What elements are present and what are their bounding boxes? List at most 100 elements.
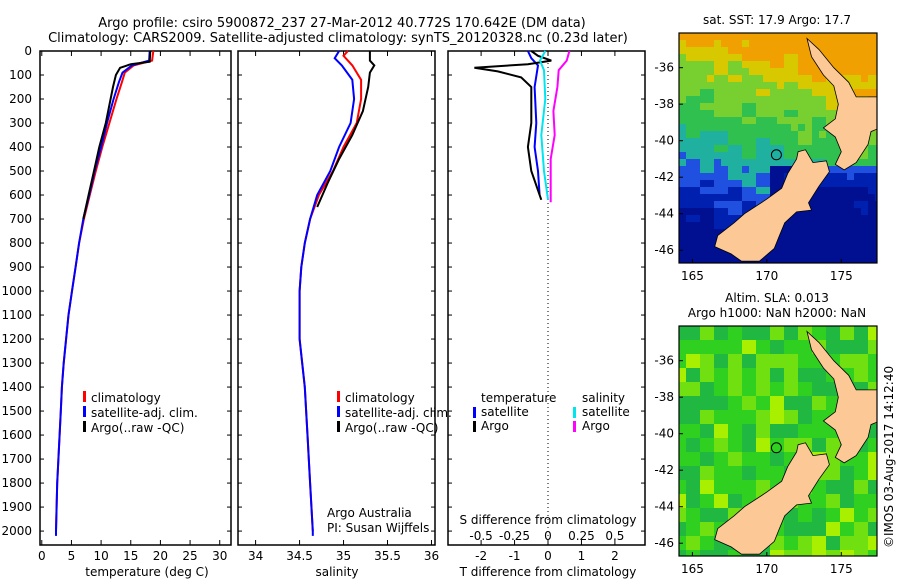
map-cell: [777, 466, 784, 473]
map-cell: [721, 166, 728, 173]
map-cell: [847, 368, 854, 375]
map-cell: [854, 466, 861, 473]
map-cell: [805, 354, 812, 361]
map-cell: [770, 33, 777, 40]
map-cell: [875, 361, 877, 368]
lon-tick-label: 175: [830, 269, 853, 283]
map-cell: [770, 438, 777, 445]
map-cell: [679, 89, 686, 96]
map-cell: [686, 431, 693, 438]
map-cell: [875, 473, 877, 480]
map-cell: [847, 187, 854, 194]
map-cell: [707, 61, 714, 68]
map-cell: [707, 236, 714, 243]
map-cell: [714, 340, 721, 347]
map-cell: [770, 117, 777, 124]
map-cell: [819, 187, 826, 194]
map-cell: [714, 75, 721, 82]
map-cell: [686, 445, 693, 452]
map-cell: [742, 131, 749, 138]
map-cell: [707, 159, 714, 166]
map-cell: [819, 431, 826, 438]
map-cell: [707, 201, 714, 208]
map-cell: [693, 47, 700, 54]
map-cell: [833, 96, 840, 103]
map-cell: [728, 68, 735, 75]
map-cell: [735, 410, 742, 417]
map-cell: [784, 103, 791, 110]
map-cell: [854, 326, 861, 333]
map-cell: [679, 326, 686, 333]
map-cell: [812, 326, 819, 333]
map-cell: [875, 326, 877, 333]
map-cell: [742, 438, 749, 445]
map-cell: [868, 250, 875, 257]
map-cell: [735, 180, 742, 187]
y-tick-label: 0: [24, 44, 32, 58]
map-cell: [840, 257, 847, 263]
map-cell: [742, 459, 749, 466]
series-line-argo-raw-qc-: [316, 51, 376, 208]
map-cell: [686, 417, 693, 424]
map-cell: [686, 354, 693, 361]
map-cell: [686, 424, 693, 431]
map-cell: [805, 222, 812, 229]
map-cell: [833, 194, 840, 201]
map-cell: [742, 445, 749, 452]
map-cell: [735, 103, 742, 110]
map-cell: [784, 403, 791, 410]
map-cell: [714, 47, 721, 54]
map-cell: [868, 438, 875, 445]
map-cell: [735, 82, 742, 89]
map-cell: [826, 494, 833, 501]
map-cell: [854, 340, 861, 347]
map-cell: [868, 89, 875, 96]
map-cell: [791, 47, 798, 54]
map-cell: [693, 375, 700, 382]
map-cell: [798, 236, 805, 243]
map-cell: [686, 96, 693, 103]
map-cell: [777, 117, 784, 124]
map-cell: [868, 47, 875, 54]
map-cell: [707, 424, 714, 431]
map-cell: [756, 375, 763, 382]
map-cell: [833, 389, 840, 396]
map-cell: [700, 180, 707, 187]
map-cell: [868, 501, 875, 508]
map-cell: [777, 89, 784, 96]
map-cell: [819, 47, 826, 54]
map-cell: [700, 550, 707, 556]
map-cell: [735, 431, 742, 438]
legend-t-satellite: satellite: [481, 405, 529, 419]
map-cell: [756, 159, 763, 166]
map-cell: [847, 515, 854, 522]
map-cell: [679, 68, 686, 75]
timestamp: ©IMOS 03-Aug-2017 14:12:40: [882, 366, 896, 548]
map-cell: [875, 515, 877, 522]
map-cell: [693, 452, 700, 459]
map-cell: [826, 110, 833, 117]
map-cell: [770, 159, 777, 166]
map-cell: [805, 89, 812, 96]
map-cell: [784, 389, 791, 396]
argo-position-marker: [770, 149, 782, 161]
map-cell: [679, 473, 686, 480]
map-cell: [791, 340, 798, 347]
map-cell: [777, 96, 784, 103]
map-cell: [749, 40, 756, 47]
map-cell: [847, 194, 854, 201]
map-cell: [805, 117, 812, 124]
map-cell: [826, 152, 833, 159]
map-cell: [686, 452, 693, 459]
map-cell: [770, 61, 777, 68]
map-cell: [707, 473, 714, 480]
map-cell: [833, 459, 840, 466]
map-cell: [819, 257, 826, 263]
map-cell: [721, 452, 728, 459]
map-cell: [875, 243, 877, 250]
map-cell: [693, 250, 700, 257]
map-cell: [833, 103, 840, 110]
map-cell: [693, 550, 700, 556]
map-cell: [777, 389, 784, 396]
map-cell: [686, 124, 693, 131]
